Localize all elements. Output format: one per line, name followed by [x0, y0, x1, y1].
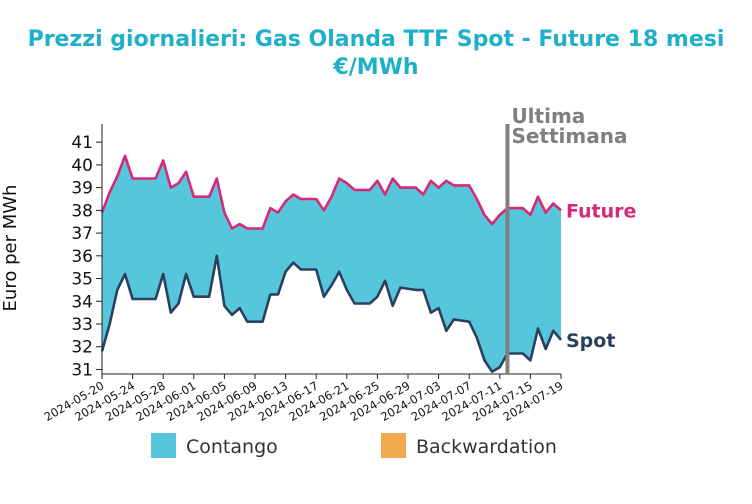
last-week-label: Ultima [511, 104, 585, 128]
legend-swatch-backwardation [381, 433, 406, 458]
y-tick-label: 36 [71, 247, 93, 267]
y-tick-label: 40 [71, 156, 93, 176]
y-tick-label: 38 [71, 201, 93, 221]
y-tick-label: 33 [71, 315, 93, 335]
legend-swatch-contango [151, 433, 176, 458]
series-line-spot [100, 254, 562, 373]
y-tick-label: 31 [71, 360, 93, 380]
chart-subtitle: €/MWh [332, 55, 418, 80]
legend: Contango Backwardation [151, 433, 557, 458]
y-tick-label: 39 [71, 179, 93, 199]
y-axis-title: Euro per MWh [0, 185, 21, 312]
plot-area: 31323334353637383940412024-05-202024-05-… [42, 104, 637, 424]
y-tick-label: 35 [71, 270, 93, 290]
y-tick-label: 41 [71, 133, 93, 153]
y-tick-label: 37 [71, 224, 93, 244]
chart-title: Prezzi giornalieri: Gas Olanda TTF Spot … [28, 27, 725, 52]
legend-label-backwardation: Backwardation [416, 436, 557, 458]
series-label-spot: Spot [566, 330, 615, 352]
y-tick-label: 32 [71, 338, 93, 358]
last-week-label: Settimana [511, 124, 627, 148]
series-line-future [100, 154, 562, 230]
legend-label-contango: Contango [186, 436, 278, 458]
y-tick-label: 34 [71, 292, 93, 312]
contango-area [102, 155, 561, 372]
series-label-future: Future [566, 200, 636, 222]
